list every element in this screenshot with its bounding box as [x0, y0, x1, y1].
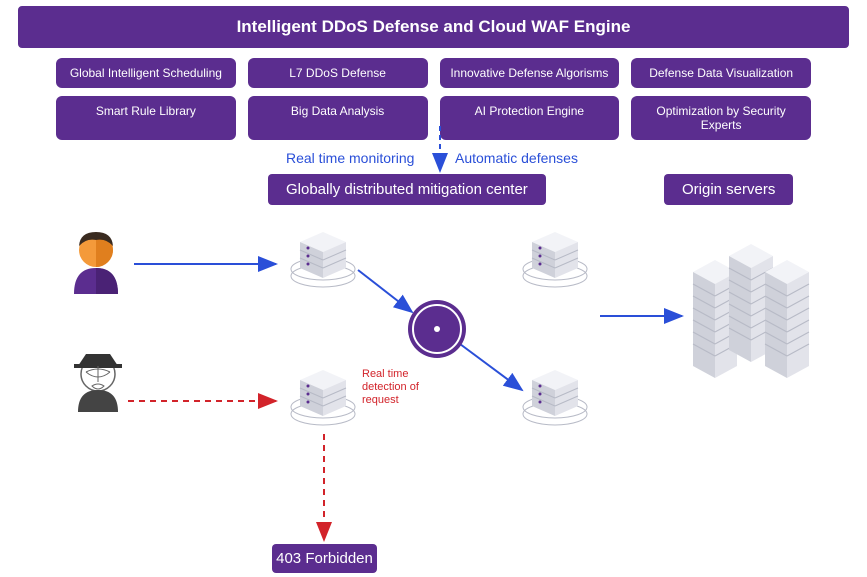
mitigation-banner: Globally distributed mitigation center — [268, 174, 546, 205]
pill-ai-engine: AI Protection Engine — [440, 96, 620, 140]
pill-data-viz: Defense Data Visualization — [631, 58, 811, 88]
pill-l7-ddos: L7 DDoS Defense — [248, 58, 428, 88]
forbidden-banner: 403 Forbidden — [272, 544, 377, 573]
origin-server-2-icon — [729, 244, 773, 362]
pill-global-scheduling: Global Intelligent Scheduling — [56, 58, 236, 88]
arrow-tl-to-compass — [358, 270, 412, 312]
auto-defenses-label: Automatic defenses — [455, 150, 578, 166]
title-bar: Intelligent DDoS Defense and Cloud WAF E… — [18, 6, 849, 48]
server-bottom-left-icon — [291, 370, 355, 425]
monitoring-label: Real time monitoring — [286, 150, 414, 166]
pill-sec-experts: Optimization by Security Experts — [631, 96, 811, 140]
detection-label: Real time detection of request — [362, 368, 432, 408]
compass-icon — [408, 300, 466, 358]
hacker-icon — [74, 354, 122, 412]
pill-innovative-algos: Innovative Defense Algorisms — [440, 58, 620, 88]
pill-smart-rule: Smart Rule Library — [56, 96, 236, 140]
user-icon — [74, 232, 118, 294]
feature-pill-grid: Global Intelligent Scheduling L7 DDoS De… — [0, 54, 867, 144]
title-text: Intelligent DDoS Defense and Cloud WAF E… — [237, 17, 631, 36]
server-bottom-right-icon — [523, 370, 587, 425]
origin-banner: Origin servers — [664, 174, 793, 205]
pill-big-data: Big Data Analysis — [248, 96, 428, 140]
arrow-compass-to-br — [460, 344, 522, 390]
server-top-left-icon — [291, 232, 355, 287]
server-top-right-icon — [523, 232, 587, 287]
origin-server-3-icon — [765, 260, 809, 378]
origin-server-1-icon — [693, 260, 737, 378]
